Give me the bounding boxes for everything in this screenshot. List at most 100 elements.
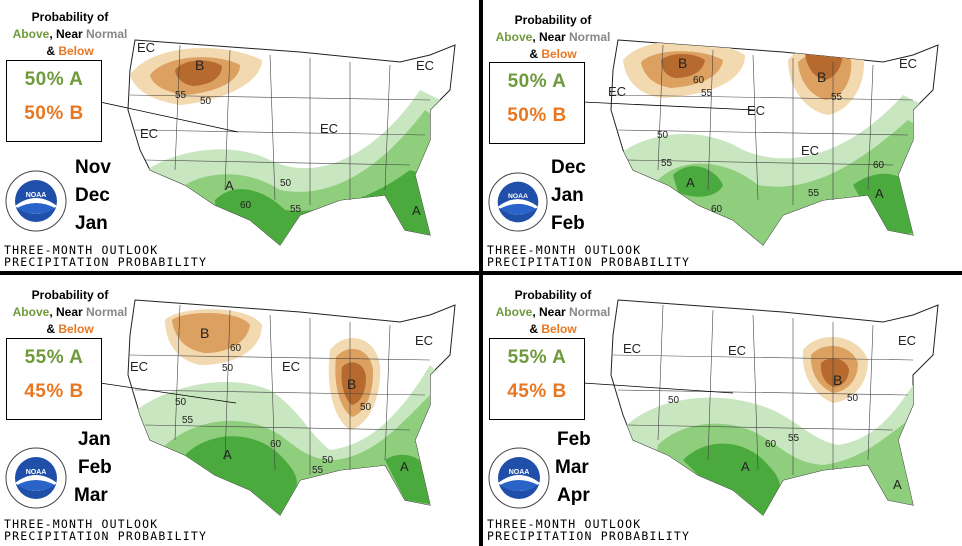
svg-text:EC: EC <box>282 359 300 374</box>
svg-text:50: 50 <box>668 395 680 406</box>
state-borders <box>129 304 431 475</box>
outlook-panel-dec-jan-feb: B 60 55 B 55 EC EC EC EC 50 55 A 60 55 6… <box>483 0 962 271</box>
svg-text:EC: EC <box>747 103 765 118</box>
state-borders <box>612 44 914 205</box>
prob-below: 50% B <box>507 105 567 126</box>
svg-text:B: B <box>817 69 826 85</box>
probability-box: 55% A 45% B <box>6 338 102 420</box>
svg-text:55: 55 <box>661 158 673 169</box>
outlook-panel-feb-mar-apr: EC EC EC B 50 50 60 55 A A Probability o… <box>483 275 962 546</box>
svg-text:60: 60 <box>765 439 777 450</box>
above-region-dark <box>185 436 297 515</box>
noaa-logo: NOAA <box>5 447 67 509</box>
legend-below: Below <box>58 44 94 58</box>
month-1: Dec <box>551 157 586 178</box>
svg-text:B: B <box>833 372 842 388</box>
svg-text:55: 55 <box>182 415 194 426</box>
svg-text:EC: EC <box>728 343 746 358</box>
map-labels: B 60 55 B 55 EC EC EC EC 50 55 A 60 55 6… <box>608 55 917 215</box>
state-borders <box>129 44 431 205</box>
probability-box: 50% A 50% B <box>6 60 102 142</box>
map-labels: EC B 55 50 EC EC EC A 50 60 55 A <box>137 40 434 218</box>
svg-text:A: A <box>412 203 421 218</box>
legend-normal: Normal <box>82 27 128 41</box>
legend-title: Probability of Above, Near Normal & Belo… <box>12 288 128 336</box>
us-precipitation-map: B 60 50 EC EC EC B 50 50 55 A 60 50 55 A <box>99 299 456 516</box>
noaa-logo: NOAA <box>488 172 548 232</box>
svg-text:NOAA: NOAA <box>26 192 47 199</box>
svg-text:EC: EC <box>623 341 641 356</box>
svg-text:50: 50 <box>280 178 292 189</box>
pointer-line <box>99 382 237 404</box>
month-3: Feb <box>551 213 585 234</box>
month-2: Jan <box>551 185 584 206</box>
svg-text:60: 60 <box>873 160 885 171</box>
legend-title: Probability of Above, Near Normal & Belo… <box>0 9 140 60</box>
svg-text:EC: EC <box>898 333 916 348</box>
svg-text:EC: EC <box>608 84 626 99</box>
prob-below: 45% B <box>24 381 84 402</box>
map-labels: EC EC EC B 50 50 60 55 A A <box>623 333 916 492</box>
below-region-dark <box>175 60 222 86</box>
prob-above: 55% A <box>24 347 84 368</box>
svg-text:50: 50 <box>360 402 372 413</box>
prob-above: 55% A <box>507 347 567 368</box>
below-region-mid <box>172 313 250 353</box>
svg-text:50: 50 <box>175 397 187 408</box>
svg-text:EC: EC <box>140 126 158 141</box>
month-3: Apr <box>557 485 590 506</box>
svg-text:NOAA: NOAA <box>26 469 47 476</box>
above-region-dark <box>683 443 780 515</box>
month-2: Feb <box>78 457 112 478</box>
month-3: Jan <box>75 213 108 234</box>
svg-text:50: 50 <box>847 393 859 404</box>
svg-text:60: 60 <box>230 343 242 354</box>
svg-text:EC: EC <box>801 143 819 158</box>
svg-text:60: 60 <box>270 439 282 450</box>
prob-below: 45% B <box>507 381 567 402</box>
svg-text:EC: EC <box>415 333 433 348</box>
svg-text:EC: EC <box>137 40 155 55</box>
svg-text:60: 60 <box>711 204 723 215</box>
svg-text:55: 55 <box>788 433 800 444</box>
legend-near: Near <box>55 27 83 41</box>
pointer-line <box>582 382 734 394</box>
svg-text:B: B <box>200 325 209 341</box>
month-3: Mar <box>74 485 108 506</box>
month-1: Feb <box>557 429 591 450</box>
us-precipitation-map: B 60 55 B 55 EC EC EC EC 50 55 A 60 55 6… <box>582 39 939 246</box>
svg-text:55: 55 <box>701 88 713 99</box>
svg-text:A: A <box>686 175 695 190</box>
svg-text:NOAA: NOAA <box>508 193 528 200</box>
legend-title: Probability of Above, Near Normal & Belo… <box>495 288 611 336</box>
pointer-line <box>99 101 239 133</box>
svg-text:55: 55 <box>290 204 302 215</box>
svg-text:A: A <box>225 178 234 193</box>
outlook-panel-jan-feb-mar: B 60 50 EC EC EC B 50 50 55 A 60 50 55 A… <box>0 275 479 546</box>
outlook-panel-nov-dec-jan: EC B 55 50 EC EC EC A 50 60 55 A Probabi… <box>0 0 479 271</box>
svg-text:50: 50 <box>657 130 669 141</box>
legend-above: Above <box>12 27 50 41</box>
svg-text:50: 50 <box>200 96 212 107</box>
probability-box: 55% A 45% B <box>489 338 585 420</box>
svg-text:EC: EC <box>320 121 338 136</box>
prob-above: 50% A <box>507 71 567 92</box>
below-region-dark <box>820 358 849 387</box>
svg-text:A: A <box>223 447 232 462</box>
us-precipitation-map: EC B 55 50 EC EC EC A 50 60 55 A <box>99 39 456 246</box>
footer-title: THREE-MONTH OUTLOOK PRECIPITATION PROBAB… <box>487 243 691 269</box>
svg-text:55: 55 <box>808 188 820 199</box>
below-region-dark <box>661 54 705 78</box>
svg-text:55: 55 <box>831 92 843 103</box>
month-1: Nov <box>75 157 111 178</box>
prob-below: 50% B <box>24 103 84 124</box>
footer-title: THREE-MONTH OUTLOOK PRECIPITATION PROBAB… <box>487 517 691 543</box>
below-region-east-dark <box>341 362 366 405</box>
month-2: Mar <box>555 457 589 478</box>
above-region-dark <box>673 166 723 197</box>
state-borders <box>612 304 914 475</box>
above-region-dark-se <box>385 454 435 505</box>
svg-text:EC: EC <box>130 359 148 374</box>
footer-title: THREE-MONTH OUTLOOK PRECIPITATION PROBAB… <box>4 517 208 543</box>
prob-above: 50% A <box>24 69 84 90</box>
